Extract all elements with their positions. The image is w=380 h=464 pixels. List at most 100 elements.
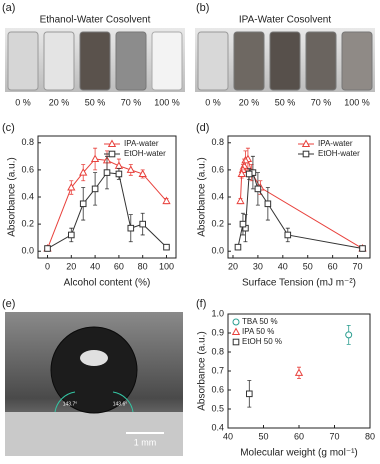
y-tick-label: 0.9 bbox=[211, 327, 224, 337]
angle-arc bbox=[54, 391, 134, 413]
y-tick-label: 0.6 bbox=[211, 384, 224, 394]
marker bbox=[237, 169, 246, 177]
panel-label: (d) bbox=[196, 122, 209, 134]
marker bbox=[245, 170, 253, 178]
vial-label: 50 % bbox=[85, 97, 106, 107]
y-axis-label: Absorbance (a.u.) bbox=[7, 157, 18, 237]
vials bbox=[197, 31, 373, 91]
x-tick-label: 60 bbox=[114, 261, 124, 271]
y-tick-label: 1.0 bbox=[211, 308, 224, 318]
marker bbox=[68, 231, 75, 239]
marker bbox=[79, 200, 87, 208]
marker bbox=[241, 155, 250, 164]
marker bbox=[67, 182, 76, 191]
marker bbox=[254, 185, 262, 193]
scale-label: 1 mm bbox=[134, 437, 157, 447]
marker bbox=[103, 169, 111, 176]
x-tick-label: 40 bbox=[90, 261, 100, 271]
legend-label: EtOH-water bbox=[124, 149, 166, 158]
x-tick-label: 70 bbox=[329, 431, 339, 441]
marker bbox=[44, 245, 51, 252]
marker bbox=[115, 170, 123, 178]
y-tick-label: 0.4 bbox=[21, 191, 34, 201]
legend-marker bbox=[231, 327, 241, 335]
vials bbox=[7, 31, 183, 91]
marker bbox=[162, 196, 171, 205]
x-tick-label: 70 bbox=[353, 261, 363, 271]
marker bbox=[284, 231, 292, 239]
marker bbox=[294, 368, 304, 376]
droplet bbox=[50, 326, 138, 414]
marker bbox=[163, 243, 170, 251]
panel-label: (f) bbox=[196, 298, 206, 310]
y-tick-label: 0.4 bbox=[211, 422, 224, 432]
droplet-highlight bbox=[80, 350, 108, 366]
x-tick-label: 100 bbox=[159, 261, 174, 271]
y-tick-label: 0.8 bbox=[211, 346, 224, 356]
y-axis-label: Absorbance (a.u.) bbox=[197, 157, 208, 237]
x-tick-label: 40 bbox=[278, 261, 288, 271]
legend-marker bbox=[302, 150, 310, 158]
y-tick-label: 0.2 bbox=[21, 218, 34, 228]
legend-marker bbox=[232, 338, 240, 346]
y-tick-label: 0.2 bbox=[211, 218, 224, 228]
y-tick-label: 0.6 bbox=[21, 164, 34, 174]
x-tick-label: 20 bbox=[228, 261, 238, 271]
y-tick-label: 0.8 bbox=[211, 137, 224, 147]
x-axis-label: Molecular weight (g mol⁻¹) bbox=[240, 448, 358, 459]
legend-marker bbox=[107, 139, 117, 147]
x-tick-label: 50 bbox=[303, 261, 313, 271]
marker bbox=[91, 185, 99, 193]
legend-marker bbox=[232, 318, 240, 326]
marker bbox=[264, 200, 272, 208]
y-axis-label: Absorbance (a.u.) bbox=[197, 331, 208, 411]
marker bbox=[127, 224, 135, 232]
vial-label: 0 % bbox=[205, 97, 221, 107]
panel-label: (b) bbox=[196, 2, 209, 14]
marker bbox=[138, 169, 147, 177]
legend-label: EtOH 50 % bbox=[242, 337, 282, 346]
panel-label: (c) bbox=[2, 122, 15, 134]
marker bbox=[114, 161, 124, 169]
vial-label: 70 % bbox=[311, 97, 332, 107]
y-tick-label: 0.4 bbox=[211, 191, 224, 201]
y-tick-label: 0.6 bbox=[211, 164, 224, 174]
x-tick-label: 40 bbox=[223, 431, 233, 441]
x-tick-label: 50 bbox=[258, 431, 268, 441]
marker bbox=[236, 196, 245, 205]
vial-label: 70 % bbox=[121, 97, 142, 107]
x-tick-label: 60 bbox=[328, 261, 338, 271]
y-tick-label: 0.0 bbox=[211, 246, 224, 256]
x-tick-label: 80 bbox=[365, 431, 375, 441]
marker bbox=[345, 331, 353, 339]
vial-label: 20 % bbox=[239, 97, 260, 107]
y-tick-label: 0.0 bbox=[21, 246, 34, 256]
legend-label: IPA-water bbox=[318, 139, 353, 148]
legend-label: IPA 50 % bbox=[242, 327, 274, 336]
x-tick-label: 30 bbox=[253, 261, 263, 271]
photo-title: IPA-Water Cosolvent bbox=[239, 15, 331, 26]
angle-label: 143.6° bbox=[113, 401, 128, 407]
legend-marker bbox=[108, 150, 116, 158]
legend-label: TBA 50 % bbox=[242, 317, 278, 326]
x-tick-label: 60 bbox=[294, 431, 304, 441]
marker bbox=[139, 220, 146, 228]
x-tick-label: 0 bbox=[45, 261, 50, 271]
panel-label: (a) bbox=[2, 2, 15, 14]
legend-label: EtOH-water bbox=[318, 149, 360, 158]
photo-title: Ethanol-Water Cosolvent bbox=[40, 15, 151, 26]
marker bbox=[126, 165, 135, 173]
legend-label: IPA-water bbox=[124, 139, 159, 148]
x-axis-label: Alcohol content (%) bbox=[64, 278, 151, 289]
y-tick-label: 0.8 bbox=[21, 137, 34, 147]
marker bbox=[90, 154, 100, 163]
marker bbox=[359, 245, 366, 252]
angle-label: 143.7° bbox=[63, 401, 78, 407]
vial-label: 100 % bbox=[154, 97, 180, 107]
vial-label: 20 % bbox=[49, 97, 70, 107]
y-tick-label: 0.5 bbox=[211, 403, 224, 413]
vial-label: 50 % bbox=[275, 97, 296, 107]
panel-label: (e) bbox=[2, 298, 15, 310]
marker bbox=[239, 220, 247, 228]
